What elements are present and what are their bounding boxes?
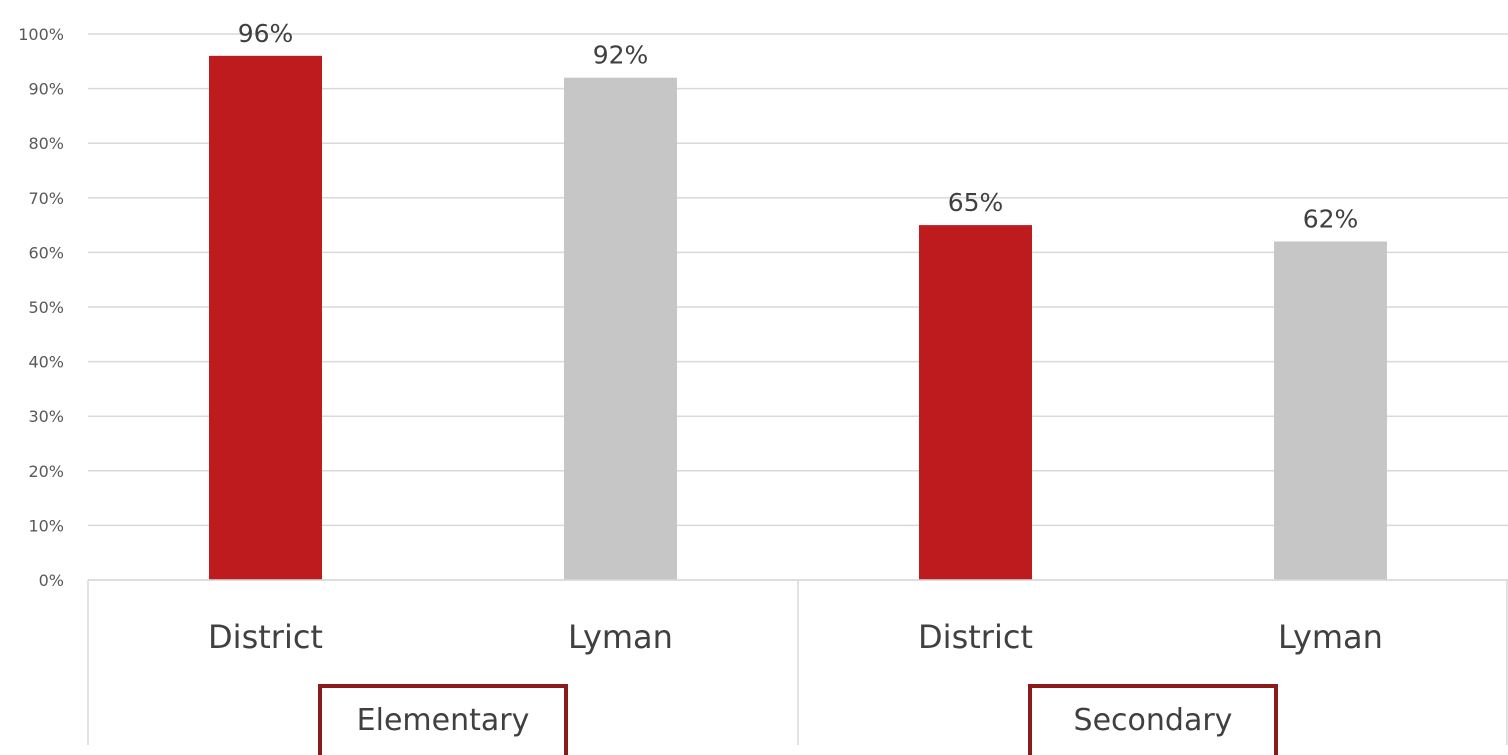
y-tick-label: 40% (28, 353, 64, 372)
x-category-label: District (208, 618, 323, 656)
data-label: 65% (948, 188, 1004, 217)
y-axis-tick-labels: 0% 10% 20% 30% 40% 50% 60% 70% 80% 90% 100% (18, 25, 64, 590)
data-label: 92% (593, 41, 649, 70)
group-label-box (1028, 684, 1278, 755)
x-category-label: Lyman (1278, 618, 1383, 656)
bar-elementary-lyman (564, 77, 677, 581)
y-tick-label: 80% (28, 134, 64, 153)
gridlines (88, 33, 1508, 581)
y-tick-label: 100% (18, 25, 64, 44)
y-tick-label: 50% (28, 298, 64, 317)
y-tick-label: 60% (28, 243, 64, 262)
data-label: 62% (1303, 204, 1359, 233)
y-tick-label: 70% (28, 189, 64, 208)
y-tick-label: 30% (28, 407, 64, 426)
y-tick-label: 20% (28, 462, 64, 481)
data-labels: 96% 92% 65% 62% (238, 19, 1359, 234)
y-tick-label: 10% (28, 516, 64, 535)
x-category-label: District (918, 618, 1033, 656)
group-label-box (318, 684, 568, 755)
y-tick-label: 90% (28, 80, 64, 99)
group-label: Elementary (357, 703, 530, 738)
bar-secondary-district (919, 225, 1032, 580)
bar-secondary-lyman (1274, 241, 1387, 581)
bar-elementary-district (209, 55, 322, 580)
x-axis: District Lyman Elementary District Lyman Seco… (87, 579, 1508, 755)
y-tick-label: 0% (39, 571, 64, 590)
bars (209, 55, 1387, 581)
group-label: Secondary (1074, 703, 1233, 738)
data-label: 96% (238, 19, 294, 48)
x-category-label: Lyman (568, 618, 673, 656)
